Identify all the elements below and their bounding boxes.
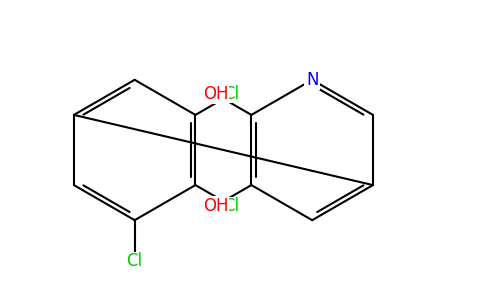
- Text: N: N: [306, 71, 318, 89]
- Text: OH: OH: [203, 85, 228, 103]
- Text: Cl: Cl: [127, 253, 143, 271]
- Text: OH: OH: [203, 197, 228, 215]
- Text: Cl: Cl: [223, 197, 239, 215]
- Text: Cl: Cl: [223, 85, 239, 103]
